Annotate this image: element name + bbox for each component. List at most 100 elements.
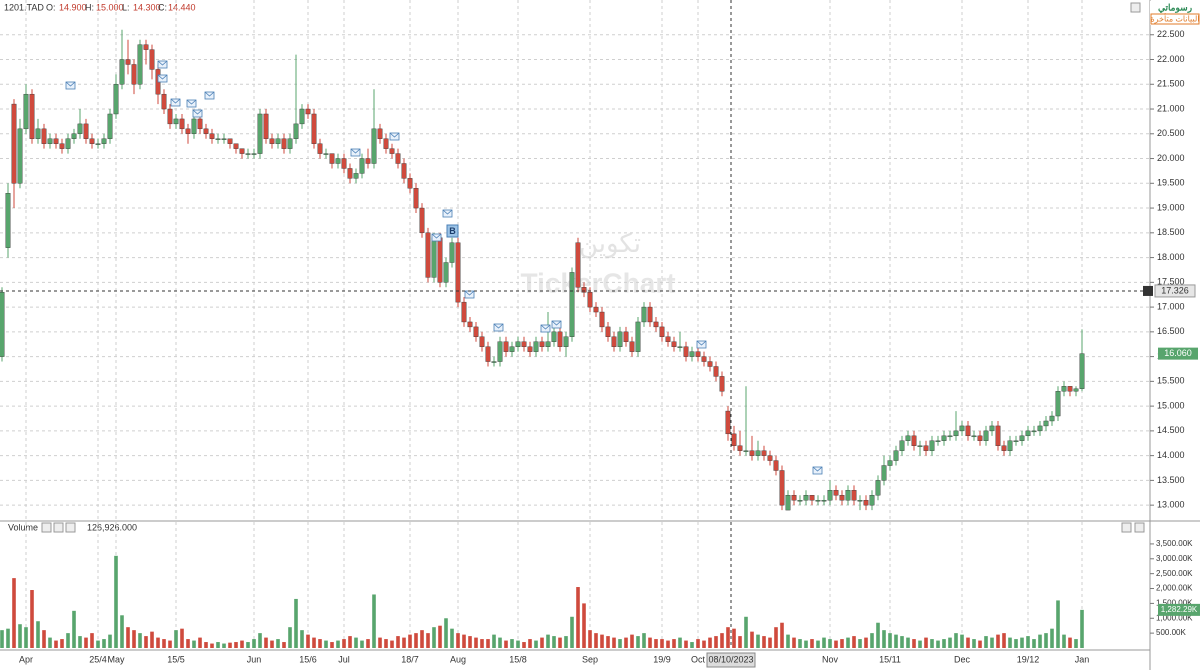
close-button[interactable]	[65, 522, 76, 533]
volume-bar	[216, 642, 220, 648]
volume-bar	[396, 636, 400, 648]
candle-body	[83, 123, 89, 139]
news-icon-flap	[65, 81, 76, 87]
volume-bar	[750, 631, 754, 648]
candle-body	[341, 158, 347, 169]
volume-bar	[942, 639, 946, 648]
volume-bar	[828, 639, 832, 648]
volume-tick-label: 3,500.00K	[1156, 539, 1193, 548]
volume-bar	[150, 631, 154, 648]
candle-body	[563, 336, 569, 347]
candle-body	[455, 242, 461, 303]
candle-body	[701, 356, 707, 362]
news-icon-flap	[431, 233, 442, 239]
low-label: L:	[122, 2, 130, 12]
volume-bar	[168, 640, 172, 648]
panel-button[interactable]	[1130, 2, 1141, 13]
candle-body	[1037, 425, 1043, 432]
candle-body	[767, 455, 773, 461]
volume-bar	[624, 637, 628, 648]
candle-body	[1043, 420, 1049, 427]
volume-bar	[474, 637, 478, 648]
volume-bar	[738, 636, 742, 648]
candle-body	[215, 138, 221, 140]
volume-bar	[264, 637, 268, 648]
watermark-latin: TickerChart	[520, 267, 675, 298]
settings-button[interactable]	[53, 522, 64, 533]
y-tick-label: 17.500	[1157, 277, 1185, 287]
volume-bar	[696, 639, 700, 648]
candle-body	[383, 138, 389, 149]
candle-body	[695, 351, 701, 357]
candle-body	[299, 108, 305, 125]
volume-bar	[984, 636, 988, 648]
panel-button[interactable]	[1121, 522, 1132, 533]
volume-bar	[1002, 633, 1006, 648]
candle-body	[995, 425, 1001, 446]
candle-body	[575, 242, 581, 288]
candle-body	[899, 440, 905, 451]
volume-bar	[18, 624, 22, 648]
y-tick-label: 15.000	[1157, 400, 1185, 410]
candle-body	[539, 341, 545, 347]
candle-body	[0, 292, 5, 357]
candle-body	[233, 143, 239, 149]
volume-bar	[486, 639, 490, 648]
delay-notice: البيانات متأخرة	[1150, 13, 1199, 24]
volume-bar	[792, 637, 796, 648]
candle-body	[923, 445, 929, 451]
candle-body	[77, 123, 83, 134]
candle-body	[683, 346, 689, 357]
candle-body	[863, 499, 869, 506]
candle-body	[749, 450, 755, 456]
symbol: 1201.TAD	[4, 2, 44, 12]
news-icon-flap	[204, 91, 215, 97]
candle-body	[221, 138, 227, 140]
volume-bar	[654, 639, 658, 648]
volume-bar	[504, 640, 508, 648]
logo: رسوماتي البيانات متأخرة	[1150, 1, 1200, 25]
candle-body	[917, 445, 923, 447]
panel-button[interactable]	[1134, 522, 1145, 533]
candle-body	[35, 128, 41, 139]
volume-bar	[162, 639, 166, 648]
candle-body	[827, 490, 833, 501]
candle-body	[353, 173, 359, 179]
candle-body	[713, 366, 719, 377]
candle-body	[605, 326, 611, 337]
candle-body	[53, 138, 59, 144]
y-tick-label: 19.000	[1157, 202, 1185, 212]
y-tick-label: 18.000	[1157, 252, 1185, 262]
volume-value: 126,926.000	[87, 522, 137, 532]
header: 1201.TAD O: 14.900 H: 15.000 L: 14.300 C…	[4, 2, 196, 12]
volume-bar	[342, 639, 346, 648]
volume-bar	[60, 639, 64, 648]
volume-bar	[600, 634, 604, 648]
volume-bar	[1032, 639, 1036, 648]
volume-bar	[510, 639, 514, 648]
volume-bar	[1044, 633, 1048, 648]
volume-bar	[840, 639, 844, 648]
candle-body	[635, 321, 641, 352]
candle-body	[791, 495, 797, 501]
x-tick-label: Jun	[247, 654, 262, 664]
volume-bar	[744, 616, 748, 648]
candle-body	[959, 425, 965, 432]
volume-bar	[660, 639, 664, 648]
news-icon-flap	[540, 324, 551, 330]
news-icon-flap	[696, 340, 707, 346]
volume-title: Volume	[8, 522, 38, 532]
candle-body	[497, 341, 503, 362]
x-tick-label: 19/9	[653, 654, 671, 664]
volume-bar	[948, 637, 952, 648]
volume-bar	[1062, 634, 1066, 648]
candle-body	[935, 440, 941, 442]
settings-button[interactable]	[41, 522, 52, 533]
volume-bar	[648, 637, 652, 648]
volume-bar	[456, 633, 460, 648]
candle-body	[491, 361, 497, 363]
volume-bar	[684, 640, 688, 648]
candle-body	[677, 346, 683, 348]
logo-name: رسوماتي	[1158, 2, 1192, 13]
